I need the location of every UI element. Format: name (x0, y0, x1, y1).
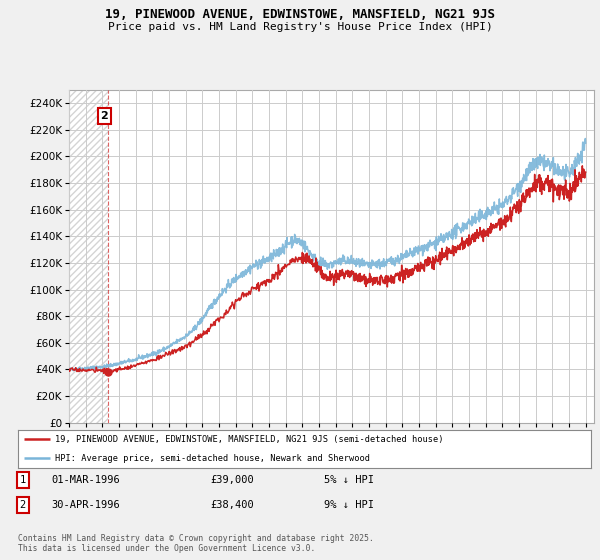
Text: £39,000: £39,000 (210, 475, 254, 485)
Text: 1: 1 (20, 475, 26, 485)
Bar (69, 90, 108, 423)
Text: £38,400: £38,400 (210, 500, 254, 510)
Text: 19, PINEWOOD AVENUE, EDWINSTOWE, MANSFIELD, NG21 9JS: 19, PINEWOOD AVENUE, EDWINSTOWE, MANSFIE… (105, 8, 495, 21)
Text: 2: 2 (100, 111, 108, 121)
Text: Contains HM Land Registry data © Crown copyright and database right 2025.
This d: Contains HM Land Registry data © Crown c… (18, 534, 374, 553)
Text: 19, PINEWOOD AVENUE, EDWINSTOWE, MANSFIELD, NG21 9JS (semi-detached house): 19, PINEWOOD AVENUE, EDWINSTOWE, MANSFIE… (55, 435, 444, 444)
Text: Price paid vs. HM Land Registry's House Price Index (HPI): Price paid vs. HM Land Registry's House … (107, 22, 493, 32)
Text: 2: 2 (20, 500, 26, 510)
Text: HPI: Average price, semi-detached house, Newark and Sherwood: HPI: Average price, semi-detached house,… (55, 454, 370, 463)
Text: 01-MAR-1996: 01-MAR-1996 (51, 475, 120, 485)
Text: 9% ↓ HPI: 9% ↓ HPI (324, 500, 374, 510)
Text: 5% ↓ HPI: 5% ↓ HPI (324, 475, 374, 485)
Text: 30-APR-1996: 30-APR-1996 (51, 500, 120, 510)
